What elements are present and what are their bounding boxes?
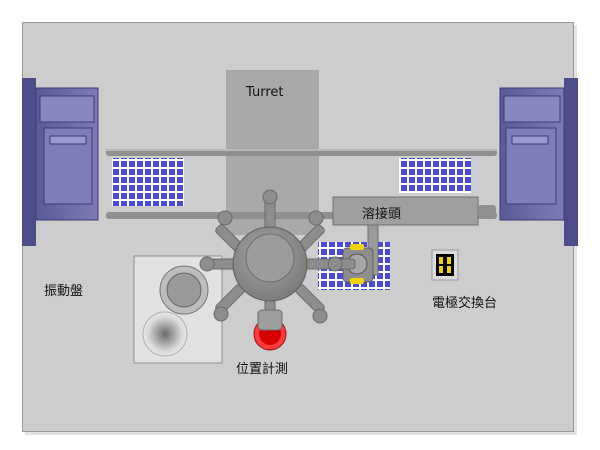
left-feeder — [22, 78, 99, 246]
welding-head-label: 溶接頭 — [362, 207, 402, 222]
right-feeder — [499, 78, 578, 246]
electrode-holder-icon — [431, 249, 459, 281]
vibrating-bowl-area — [133, 255, 223, 364]
position-measurement-label: 位置計測 — [236, 362, 289, 377]
turret-label: Turret — [246, 85, 284, 100]
position-sensor — [253, 309, 287, 351]
grid-tray-left — [112, 158, 184, 206]
turret-wheel — [199, 189, 356, 327]
electrode-exchanger-label: 電極交換台 — [432, 296, 498, 311]
grid-tray-right — [399, 158, 471, 193]
vibrating-bowl-label: 振動盤 — [44, 284, 84, 299]
